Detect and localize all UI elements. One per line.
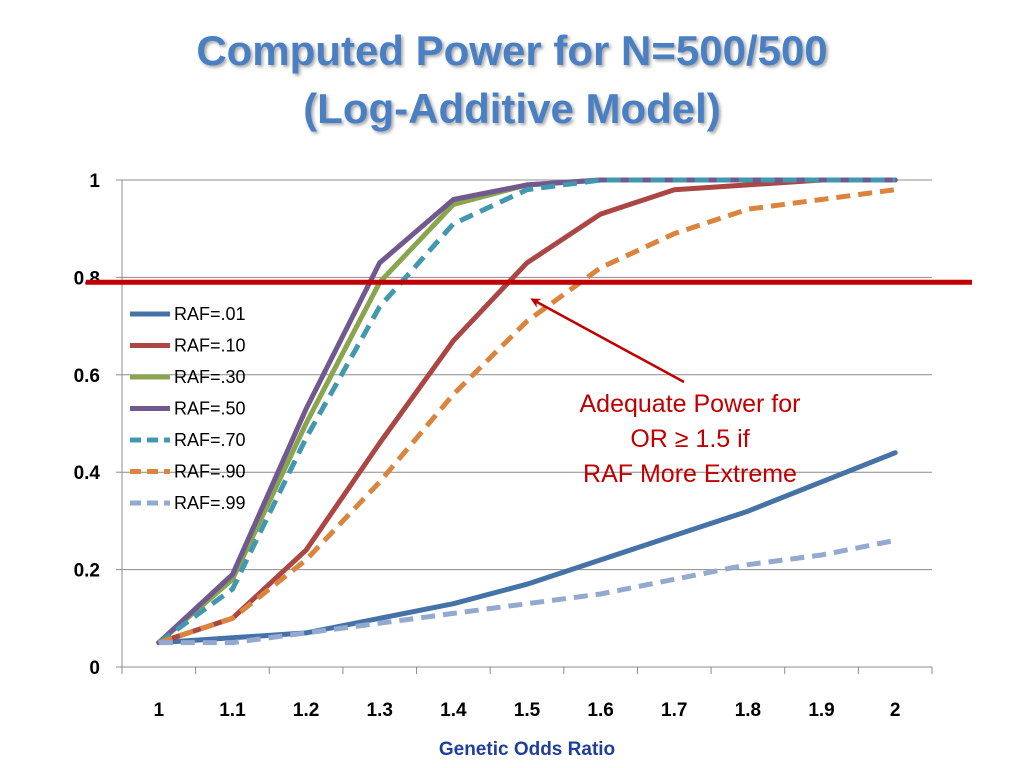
legend: RAF=.01 RAF=.10 RAF=.30 RAF=.50 RAF=.70 RAF=.… xyxy=(130,304,246,513)
series-lines xyxy=(156,177,898,646)
slide-title-line2: (Log-Additive Model) xyxy=(303,85,721,132)
y-tick-label: 0.4 xyxy=(74,463,101,484)
x-tick-label: 2 xyxy=(890,700,901,721)
series-line-raf-90 xyxy=(158,187,896,645)
x-tick-label: 1.1 xyxy=(219,700,246,721)
x-tick-label: 1.2 xyxy=(293,700,319,721)
y-tick-label: 0.6 xyxy=(74,366,100,387)
x-tick-label: 1.3 xyxy=(367,700,393,721)
legend-label: RAF=.99 xyxy=(174,493,246,513)
x-axis-title: Genetic Odds Ratio xyxy=(439,739,615,760)
legend-label: RAF=.70 xyxy=(174,430,246,450)
legend-label: RAF=.50 xyxy=(174,399,246,419)
x-tick-label: 1.4 xyxy=(440,700,467,721)
annotation-arrow xyxy=(530,298,685,384)
x-tick-label: 1.8 xyxy=(735,700,761,721)
y-tick-label: 0 xyxy=(89,658,100,679)
series-line-raf-70 xyxy=(157,177,896,645)
x-tick-label: 1 xyxy=(154,700,165,721)
slide-title: Computed Power for N=500/500 (Log-Additi… xyxy=(0,22,1024,138)
series-line-raf-99 xyxy=(158,537,896,646)
legend-label: RAF=.90 xyxy=(174,462,246,482)
legend-label: RAF=.30 xyxy=(174,367,246,387)
annotation-line: Adequate Power for xyxy=(580,390,801,418)
x-tick-label: 1.6 xyxy=(587,700,613,721)
slide-title-line1: Computed Power for N=500/500 xyxy=(196,27,828,74)
legend-label: RAF=.01 xyxy=(174,304,246,324)
y-tick-label: 1 xyxy=(89,171,100,192)
series-line-raf-10 xyxy=(156,177,898,646)
x-tick-label: 1.5 xyxy=(514,700,541,721)
annotation-line: OR ≥ 1.5 if xyxy=(630,425,749,453)
x-tick-label: 1.7 xyxy=(661,700,687,721)
y-tick-label: 0.2 xyxy=(74,561,100,582)
y-tick-label: 0.8 xyxy=(74,268,100,289)
legend-label: RAF=.10 xyxy=(174,336,246,356)
x-tick-label: 1.9 xyxy=(808,700,834,721)
annotation-line: RAF More Extreme xyxy=(583,460,797,488)
annotation: Adequate Power for OR ≥ 1.5 if RAF More Ex… xyxy=(530,298,801,488)
